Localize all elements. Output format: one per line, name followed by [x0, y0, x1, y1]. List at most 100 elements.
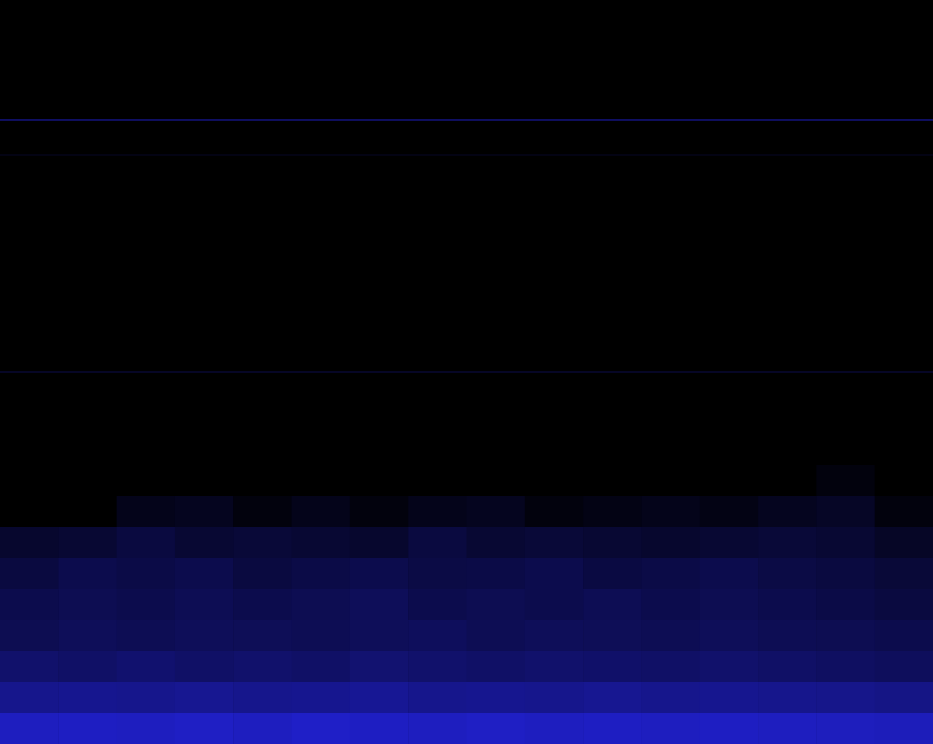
- heat-cell: [175, 558, 234, 590]
- heat-cell: [758, 434, 817, 466]
- heat-cell: [758, 651, 817, 683]
- heat-cell: [233, 620, 292, 652]
- heat-cell: [758, 186, 817, 218]
- heat-cell: [117, 558, 176, 590]
- heat-cell: [58, 496, 117, 528]
- heat-cell: [641, 248, 700, 280]
- heat-cell: [117, 62, 176, 94]
- tone-line: [0, 119, 933, 121]
- heat-cell: [875, 682, 933, 714]
- heat-cell: [408, 589, 467, 621]
- heat-cell: [117, 589, 176, 621]
- heat-cell: [875, 651, 933, 683]
- heat-cell: [758, 124, 817, 156]
- heat-cell: [758, 310, 817, 342]
- heat-cell: [641, 620, 700, 652]
- heat-cell: [233, 248, 292, 280]
- heat-cell: [641, 713, 700, 744]
- heat-cell: [467, 0, 526, 32]
- heat-cell: [525, 248, 584, 280]
- heat-cell: [350, 248, 409, 280]
- heat-cell: [408, 0, 467, 32]
- heat-cell: [875, 0, 933, 32]
- heat-cell: [233, 279, 292, 311]
- heat-cell: [350, 682, 409, 714]
- heat-cell: [58, 0, 117, 32]
- heat-cell: [816, 62, 875, 94]
- background: [0, 0, 933, 744]
- heat-cell: [875, 372, 933, 404]
- heat-cell: [758, 248, 817, 280]
- heat-cell: [875, 217, 933, 249]
- heat-cell: [700, 620, 759, 652]
- heat-cell: [408, 31, 467, 63]
- heat-cell: [350, 558, 409, 590]
- heat-cell: [583, 496, 642, 528]
- heat-cell: [175, 0, 234, 32]
- heat-cell: [117, 465, 176, 497]
- heat-cell: [641, 217, 700, 249]
- heat-cell: [525, 310, 584, 342]
- heat-cell: [58, 341, 117, 373]
- heat-cell: [0, 279, 59, 311]
- heat-cell: [816, 310, 875, 342]
- heat-cell: [875, 248, 933, 280]
- heat-cell: [408, 62, 467, 94]
- heat-cell: [0, 372, 59, 404]
- heat-cell: [408, 248, 467, 280]
- heat-cell: [700, 589, 759, 621]
- heat-cell: [292, 155, 351, 187]
- heat-cell: [816, 434, 875, 466]
- heat-cell: [58, 279, 117, 311]
- heat-cell: [350, 372, 409, 404]
- heat-cell: [758, 31, 817, 63]
- heat-cell: [467, 403, 526, 435]
- heat-cell: [583, 589, 642, 621]
- heat-cell: [408, 713, 467, 744]
- heat-cell: [583, 279, 642, 311]
- heat-cell: [0, 682, 59, 714]
- heat-cell: [700, 186, 759, 218]
- heat-cell: [583, 248, 642, 280]
- heat-cell: [350, 124, 409, 156]
- heat-cell: [700, 217, 759, 249]
- heat-cell: [816, 558, 875, 590]
- heat-cell: [641, 465, 700, 497]
- heat-cell: [0, 124, 59, 156]
- heat-cell: [117, 434, 176, 466]
- heat-cell: [583, 62, 642, 94]
- heat-cell: [525, 558, 584, 590]
- heat-cell: [292, 124, 351, 156]
- heat-cell: [641, 589, 700, 621]
- heat-cell: [641, 186, 700, 218]
- heat-cell: [233, 0, 292, 32]
- heat-cell: [175, 155, 234, 187]
- heat-cell: [175, 341, 234, 373]
- heat-cell: [700, 62, 759, 94]
- heat-cell: [350, 341, 409, 373]
- heat-cell: [525, 31, 584, 63]
- heat-cell: [700, 372, 759, 404]
- heat-cell: [0, 713, 59, 744]
- heat-cell: [700, 341, 759, 373]
- heat-cell: [641, 279, 700, 311]
- heat-cell: [292, 186, 351, 218]
- heat-cell: [408, 651, 467, 683]
- heat-cell: [175, 713, 234, 744]
- heat-cell: [175, 248, 234, 280]
- heat-cell: [758, 0, 817, 32]
- heat-cell: [467, 651, 526, 683]
- heat-cell: [233, 558, 292, 590]
- heat-cell: [350, 279, 409, 311]
- heat-cell: [408, 124, 467, 156]
- heat-cell: [816, 279, 875, 311]
- heat-cell: [117, 279, 176, 311]
- heat-cell: [641, 434, 700, 466]
- heat-cell: [816, 713, 875, 744]
- heat-cell: [758, 403, 817, 435]
- heat-cell: [525, 713, 584, 744]
- heat-cell: [350, 620, 409, 652]
- heat-cell: [233, 155, 292, 187]
- heat-cell: [117, 248, 176, 280]
- heat-cell: [641, 310, 700, 342]
